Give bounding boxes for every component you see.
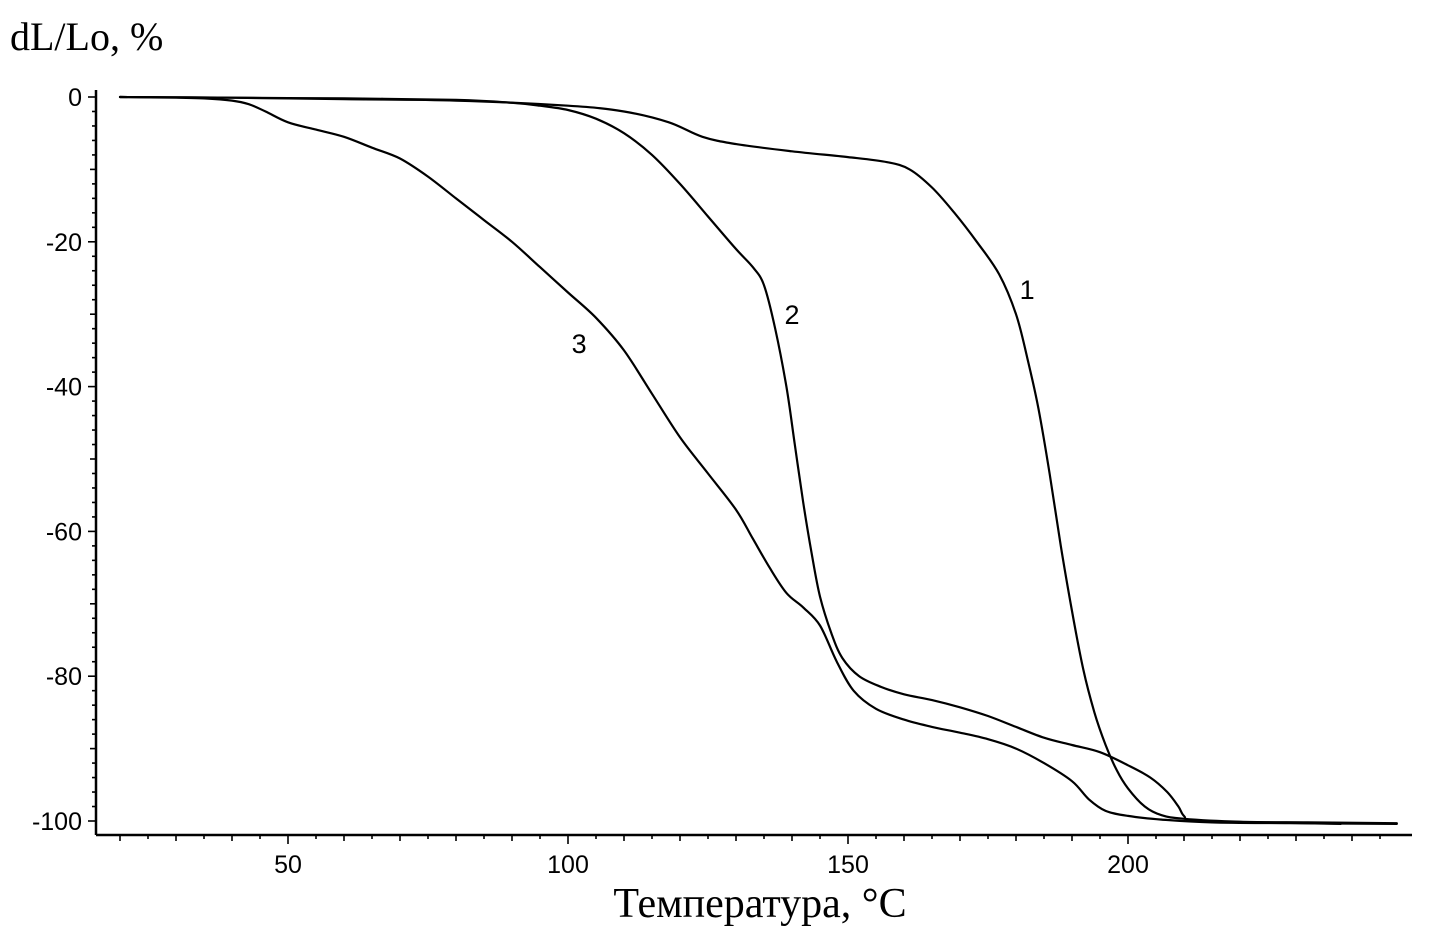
y-tick-label: -40	[46, 374, 82, 402]
series-label-3: 3	[572, 329, 587, 359]
x-tick-label: 200	[1107, 851, 1149, 879]
y-tick-label: -60	[46, 518, 82, 546]
series-label-1: 1	[1020, 275, 1035, 305]
y-tick-label: -100	[32, 808, 82, 836]
x-tick-label: 150	[827, 851, 869, 879]
x-axis-ticks: 50 100 150 200	[119, 835, 1381, 879]
series-line-1	[118, 95, 1398, 825]
y-tick-label: 0	[68, 84, 82, 112]
series-label-2: 2	[784, 300, 799, 330]
y-tick-label: -20	[46, 229, 82, 257]
y-axis-label: dL/Lo, %	[10, 14, 163, 59]
x-axis-label: Температура, °C	[613, 881, 906, 927]
series-line-3	[118, 95, 1398, 825]
series-group: 1 2 3	[118, 95, 1398, 825]
x-tick-label: 50	[274, 851, 302, 879]
x-tick-label: 100	[547, 851, 589, 879]
series-line-2	[118, 95, 1342, 825]
y-axis-ticks: 0 -20 -40 -60 -80 -100	[32, 84, 96, 836]
y-tick-label: -80	[46, 663, 82, 691]
